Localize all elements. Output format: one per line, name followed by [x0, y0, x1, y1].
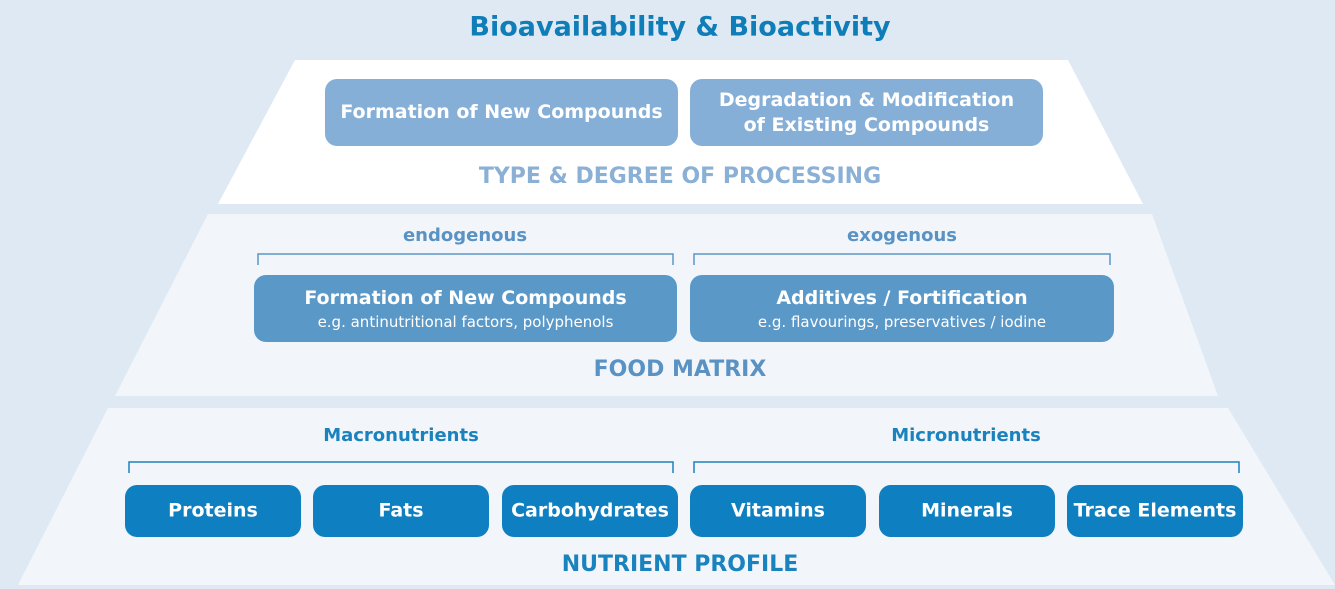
- box: [125, 485, 301, 537]
- box: [254, 275, 677, 342]
- box: [690, 79, 1043, 146]
- box-text: Vitamins: [731, 500, 825, 522]
- box-text: Carbohydrates: [511, 500, 669, 522]
- box: [879, 485, 1055, 537]
- box-text: Fats: [378, 500, 423, 522]
- bracket: [257, 253, 1111, 265]
- box-text: Degradation & Modification: [719, 89, 1014, 111]
- box-text: Formation of New Compounds: [340, 101, 662, 123]
- box-text: Proteins: [168, 500, 258, 522]
- box: [325, 79, 678, 146]
- box-text: Minerals: [921, 500, 1013, 522]
- box: [313, 485, 489, 537]
- box-text: of Existing Compounds: [744, 114, 990, 136]
- title: Bioavailability & Bioactivity: [469, 12, 891, 43]
- box: [1067, 485, 1243, 537]
- box-subtext: e.g. flavourings, preservatives / iodine: [758, 313, 1046, 331]
- group-label: endogenous: [403, 225, 527, 246]
- group-label: Micronutrients: [891, 425, 1041, 446]
- tier-label: FOOD MATRIX: [594, 357, 767, 382]
- box-subtext: e.g. antinutritional factors, polyphenol…: [318, 313, 614, 331]
- tier-label: TYPE & DEGREE OF PROCESSING: [479, 164, 881, 189]
- box: [690, 275, 1114, 342]
- box-text: Trace Elements: [1074, 500, 1237, 522]
- box-text: Formation of New Compounds: [304, 287, 626, 309]
- tier-label: NUTRIENT PROFILE: [562, 552, 799, 577]
- box: [690, 485, 866, 537]
- group-label: Macronutrients: [323, 425, 479, 446]
- bracket: [128, 461, 1240, 473]
- box-text: Additives / Fortification: [776, 287, 1027, 309]
- group-label: exogenous: [847, 225, 957, 246]
- box: [502, 485, 678, 537]
